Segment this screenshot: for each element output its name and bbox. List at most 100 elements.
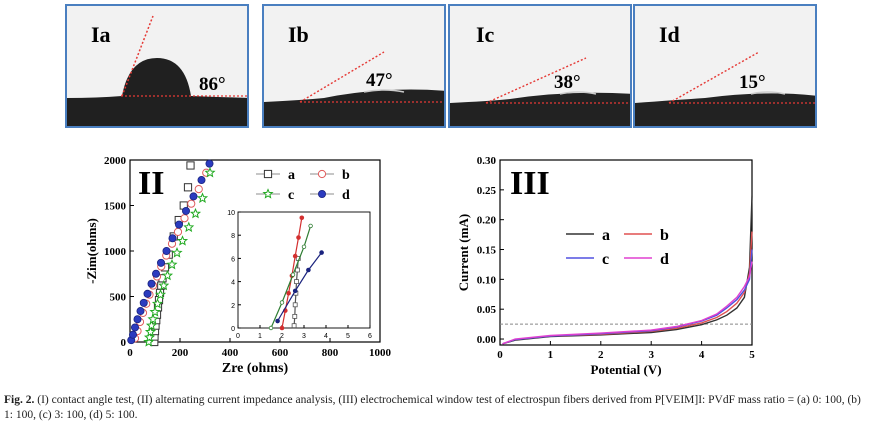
x-axis-title-ii: Zre (ohms): [222, 361, 289, 376]
data-point-ii-c: [183, 221, 195, 233]
contact-angle-image-ib: Ib 47°: [262, 4, 446, 128]
inset-point-d: [275, 318, 280, 324]
contact-angle-value-ic: 38°: [554, 72, 581, 93]
caption-text: (I) contact angle test, (II) alternating…: [4, 394, 861, 421]
data-point-ii-d: [147, 279, 156, 288]
data-point-ii-d: [136, 307, 145, 316]
data-point-ii-d: [189, 192, 198, 201]
droplet-photo-ic: [450, 6, 630, 126]
inset-point-d: [319, 250, 324, 255]
data-point-ii-d: [156, 258, 165, 267]
inset-point-c: [301, 244, 307, 249]
y-tick-label-ii: 1000: [104, 246, 127, 258]
x-tick-label-iii: 4: [699, 349, 705, 361]
data-point-ii-c: [147, 313, 159, 324]
series-line-iii-a: [502, 195, 753, 345]
series-line-iii-d: [502, 261, 753, 345]
x-tick-label-iii: 0: [497, 349, 503, 361]
image-label-ia: Ia: [91, 22, 111, 47]
inset-point-c: [279, 300, 285, 305]
y-tick-label-iii: 0.20: [477, 215, 497, 227]
inset-y-tick-label: 0: [231, 326, 235, 333]
droplet-photo-ia: [67, 6, 247, 126]
legend-marker-ii-b: [317, 169, 327, 179]
image-label-id: Id: [659, 22, 680, 47]
y-tick-label-iii: 0.30: [477, 155, 497, 167]
inset-x-tick-label: 5: [346, 333, 350, 340]
x-tick-label-ii: 800: [322, 347, 339, 359]
inset-point-c: [308, 223, 313, 229]
droplet-photo-ib: [264, 6, 444, 126]
data-point-ii-c: [196, 192, 209, 203]
data-point-ii-c: [204, 166, 216, 178]
panel-label-iii: III: [510, 165, 550, 202]
contact-angle-image-ic: Ic 38°: [448, 4, 632, 128]
data-point-ii-d: [133, 315, 142, 324]
inset-point-b: [286, 290, 291, 296]
inset-x-tick-label: 0: [236, 333, 240, 340]
legend-label-iii-b: b: [660, 227, 669, 244]
data-point-ii-d: [139, 298, 148, 307]
data-point-ii-d: [143, 289, 152, 298]
data-point-ii-c: [154, 288, 167, 300]
data-point-ii-a: [183, 183, 193, 192]
data-point-ii-c: [143, 331, 156, 343]
y-tick-label-iii: 0.15: [477, 245, 497, 257]
inset-x-tick-label: 6: [368, 333, 372, 340]
y-axis-title-ii: -Zim(ohms): [84, 218, 99, 284]
data-point-ii-b: [173, 227, 183, 236]
data-point-ii-b: [194, 185, 203, 194]
data-point-ii-b: [180, 214, 189, 223]
data-point-ii-d: [181, 206, 190, 215]
inset-frame-ii: [237, 211, 371, 329]
legend-marker-ii-d: [317, 190, 326, 199]
data-point-ii-a: [186, 161, 195, 170]
contact-angle-value-id: 15°: [739, 72, 766, 93]
inset-y-tick-label: 2: [231, 303, 235, 310]
y-tick-label-ii: 1500: [104, 201, 127, 213]
data-point-ii-c: [171, 246, 183, 258]
x-axis-title-iii: Potential (V): [590, 362, 661, 377]
x-tick-label-iii: 5: [749, 349, 755, 361]
data-point-ii-c: [145, 319, 158, 331]
inset-point-a: [294, 279, 299, 285]
data-point-ii-c: [189, 207, 202, 219]
inset-y-tick-label: 6: [231, 256, 235, 263]
x-tick-label-iii: 1: [548, 349, 554, 361]
inset-y-tick-label: 8: [231, 233, 235, 240]
data-point-ii-d: [128, 330, 137, 339]
y-tick-label-iii: 0.05: [477, 304, 497, 316]
data-point-ii-d: [151, 269, 160, 278]
data-point-ii-c: [144, 326, 157, 337]
inset-y-tick-label: 4: [231, 280, 235, 287]
data-point-ii-d: [197, 176, 206, 185]
inset-series-line-d: [277, 252, 323, 322]
x-tick-label-ii: 1000: [369, 347, 392, 359]
inset-y-tick-label: 10: [227, 210, 235, 217]
image-label-ic: Ic: [476, 22, 495, 47]
legend-marker-ii-c: [262, 188, 274, 199]
contact-angle-value-ia: 86°: [199, 74, 226, 95]
y-tick-label-iii: 0.00: [477, 334, 497, 346]
inset-x-tick-label: 1: [258, 333, 262, 340]
inset-point-a: [291, 323, 297, 329]
legend-label-iii-c: c: [602, 251, 609, 268]
contact-angle-image-ia: Ia 86°: [65, 4, 249, 128]
inset-point-b: [296, 235, 301, 240]
data-point-ii-d: [205, 159, 214, 168]
contact-angle-value-ib: 47°: [366, 70, 393, 91]
caption-figure-label: Fig. 2.: [4, 394, 35, 406]
series-line-iii-b: [502, 231, 753, 345]
data-point-ii-c: [161, 269, 174, 281]
y-tick-label-ii: 0: [121, 337, 127, 349]
x-tick-label-ii: 600: [272, 347, 289, 359]
data-point-ii-d: [162, 247, 171, 256]
x-tick-label-iii: 3: [648, 349, 654, 361]
data-point-ii-d: [174, 220, 183, 229]
x-tick-label-ii: 200: [172, 347, 189, 359]
data-point-ii-c: [151, 297, 164, 309]
legend-label-ii-d: d: [342, 188, 350, 203]
electrochemical-window-chart: 0 1 2 3 4 5 0.00 0.05 0.10 0.15 0.20 0.25 0.30 Potent…: [456, 155, 755, 377]
